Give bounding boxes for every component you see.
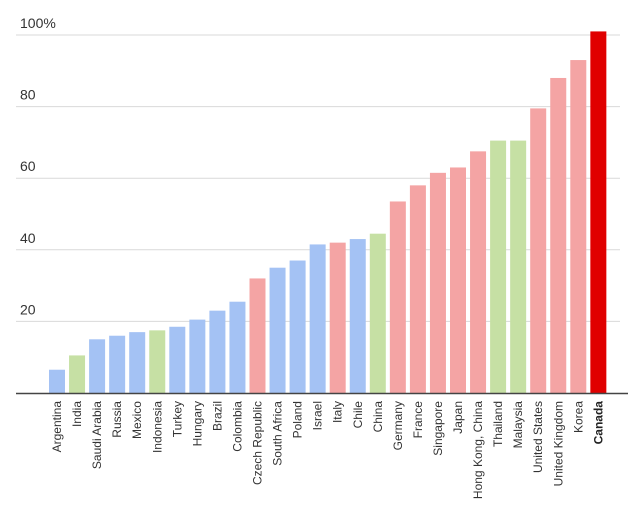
bar-indonesia	[149, 330, 166, 393]
bar-france	[409, 185, 426, 393]
x-category-labels: Argentina India Saudi Arabia Russia Mexico In…	[50, 401, 605, 499]
x-tick-label-malaysia: Malaysia	[511, 401, 525, 449]
bar-argentina	[49, 369, 65, 393]
x-tick-label-chile: Chile	[351, 401, 365, 429]
x-tick-label-france: France	[411, 401, 425, 439]
bar-china	[369, 233, 386, 393]
bar-czech-republic	[249, 278, 266, 393]
x-tick-label-hungary: Hungary	[190, 401, 204, 446]
y-tick-label-40: 40	[20, 230, 36, 246]
x-tick-label-indonesia: Indonesia	[150, 401, 164, 453]
bar-turkey	[169, 326, 186, 393]
y-tick-labels: 20 40 60 80 100%	[20, 15, 56, 317]
x-tick-label-argentina: Argentina	[50, 401, 64, 453]
bar-saudi-arabia	[89, 339, 106, 393]
x-tick-label-canada: Canada	[591, 401, 605, 445]
x-tick-label-south-africa: South Africa	[271, 401, 285, 466]
bar-thailand	[490, 140, 507, 393]
x-tick-label-mexico: Mexico	[130, 401, 144, 439]
x-tick-label-germany: Germany	[391, 401, 405, 450]
y-tick-label-60: 60	[20, 158, 36, 174]
bar-japan	[450, 167, 466, 393]
x-tick-label-hong-kong-china: Hong Kong, China	[471, 401, 485, 499]
x-tick-label-united-states: United States	[531, 401, 545, 473]
x-tick-label-united-kingdom: United Kingdom	[551, 401, 565, 486]
x-tick-label-russia: Russia	[110, 401, 124, 438]
x-tick-label-poland: Poland	[291, 401, 305, 438]
x-tick-label-brazil: Brazil	[210, 401, 224, 431]
x-tick-label-italy: Italy	[331, 401, 345, 423]
bars	[49, 31, 607, 394]
x-tick-label-turkey: Turkey	[170, 401, 184, 437]
x-tick-label-saudi-arabia: Saudi Arabia	[90, 401, 104, 469]
y-tick-label-20: 20	[20, 301, 36, 317]
x-tick-label-japan: Japan	[451, 401, 465, 434]
x-tick-label-czech-republic: Czech Republic	[251, 401, 265, 485]
bar-chile	[349, 239, 366, 393]
bar-korea	[570, 60, 587, 394]
bar-poland	[289, 260, 306, 393]
bar-israel	[309, 244, 326, 393]
bar-hong-kong-china	[470, 151, 487, 393]
x-tick-label-israel: Israel	[311, 401, 325, 430]
bar-brazil	[209, 310, 226, 393]
bar-mexico	[129, 332, 146, 393]
bar-malaysia	[510, 140, 527, 393]
bar-india	[69, 355, 86, 393]
x-tick-label-singapore: Singapore	[431, 401, 445, 456]
x-tick-label-colombia: Colombia	[230, 401, 244, 452]
bar-hungary	[189, 319, 206, 393]
bar-united-states	[530, 108, 547, 393]
x-tick-label-china: China	[371, 401, 385, 433]
bar-russia	[109, 335, 126, 393]
x-tick-label-korea: Korea	[571, 401, 585, 433]
x-tick-label-india: India	[70, 401, 84, 427]
y-tick-label-80: 80	[20, 87, 36, 103]
bar-colombia	[229, 301, 246, 393]
bar-canada	[590, 31, 607, 393]
bar-germany	[389, 201, 406, 393]
y-tick-label-100: 100%	[20, 15, 56, 31]
bar-italy	[329, 242, 346, 393]
bar-south-africa	[269, 267, 286, 393]
bar-united-kingdom	[550, 77, 567, 394]
x-tick-label-thailand: Thailand	[491, 401, 505, 447]
bar-singapore	[429, 172, 446, 393]
